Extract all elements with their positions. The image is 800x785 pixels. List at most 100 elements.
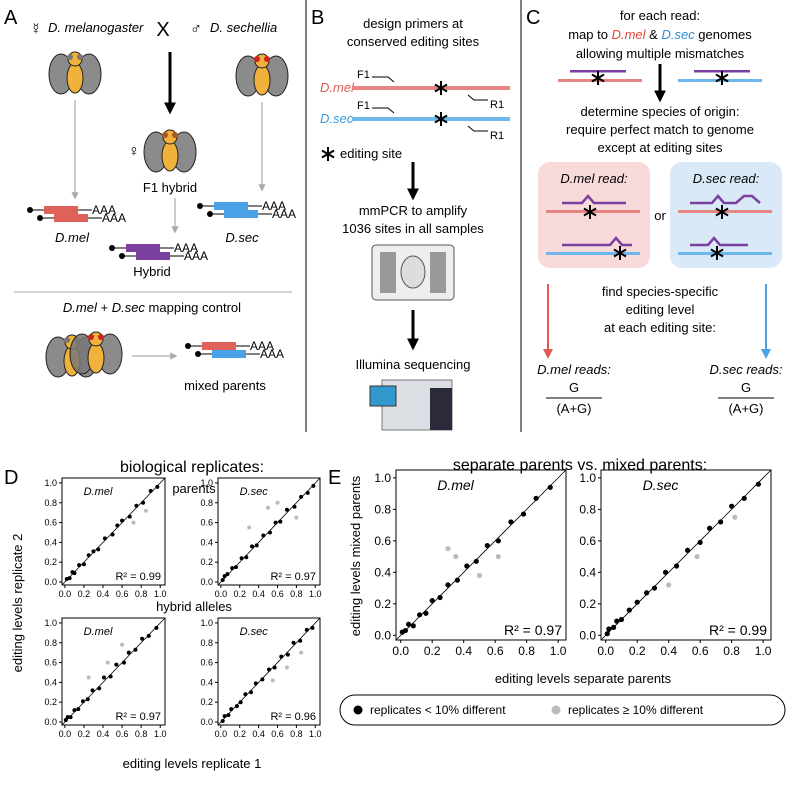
point	[464, 563, 470, 569]
x-tick-label: 0.6	[271, 729, 284, 739]
primer-arrow	[467, 125, 488, 132]
point	[76, 707, 81, 712]
point	[121, 660, 126, 665]
fly-eye	[162, 132, 168, 138]
point	[417, 612, 423, 618]
label: Hybrid	[133, 264, 171, 279]
y-tick-label: 0.2	[200, 557, 213, 567]
point	[253, 681, 258, 686]
point	[606, 626, 612, 632]
exon	[54, 214, 88, 222]
read	[562, 236, 632, 247]
y-tick-label: 0.8	[44, 498, 57, 508]
point	[155, 484, 160, 489]
plot-frame	[600, 469, 772, 641]
y-tick-label: 0.2	[200, 697, 213, 707]
annotation: R² = 0.97	[115, 711, 161, 723]
x-tick-label: 0.8	[518, 644, 535, 658]
point	[67, 576, 72, 581]
species-label: D. melanogaster	[48, 20, 144, 35]
y-tick-label: 1.0	[44, 478, 57, 488]
point	[120, 518, 125, 523]
panel-label: E	[328, 467, 341, 489]
point	[694, 553, 700, 560]
point	[718, 519, 724, 525]
chart-title: D.sec	[643, 477, 679, 493]
chip-part	[380, 252, 396, 293]
text: for each read:	[620, 8, 700, 23]
y-tick-label: 0.6	[200, 658, 213, 668]
chart-title: D.mel	[84, 626, 113, 638]
point	[278, 519, 283, 524]
point	[299, 650, 304, 655]
panel-label: B	[311, 7, 324, 29]
fly-eye	[67, 54, 73, 60]
point	[134, 503, 139, 508]
x-tick-label: 0.0	[215, 729, 228, 739]
poly-a: AAA	[92, 203, 116, 217]
panel-label: C	[526, 7, 540, 29]
label: D.mel	[320, 80, 355, 95]
point	[707, 525, 713, 531]
y-tick-label: 0.8	[200, 638, 213, 648]
sequence	[678, 79, 762, 82]
x-tick-label: 1.0	[755, 644, 772, 658]
point	[243, 692, 248, 697]
fly-eye	[254, 56, 260, 62]
sequence	[546, 252, 640, 255]
x-tick-label: 1.0	[550, 644, 567, 658]
x-tick-label: 1.0	[154, 589, 167, 599]
x-tick-label: 0.0	[215, 589, 228, 599]
point	[508, 519, 514, 525]
cross: X	[156, 19, 169, 41]
x-tick-label: 0.4	[455, 644, 472, 658]
point	[291, 640, 296, 645]
point	[310, 625, 315, 630]
point	[225, 572, 230, 577]
x-tick-label: 0.2	[424, 644, 441, 658]
point	[311, 483, 316, 488]
primer: R1	[490, 130, 504, 142]
x-tick-label: 0.8	[290, 729, 303, 739]
x-tick-label: 1.0	[309, 729, 322, 739]
subtitle: hybrid alleles	[156, 599, 232, 614]
point	[644, 590, 650, 596]
point	[68, 715, 73, 720]
point	[141, 500, 146, 505]
sequence	[352, 86, 510, 90]
point	[604, 631, 610, 637]
point	[154, 625, 159, 630]
y-tick-label: 0.8	[579, 502, 596, 516]
editing-site	[583, 207, 597, 217]
legend	[339, 694, 786, 726]
sequence	[678, 252, 772, 255]
editing-site	[613, 248, 627, 258]
x-axis-label: editing levels replicate 1	[123, 756, 262, 771]
fly-body	[161, 140, 179, 172]
point	[77, 563, 82, 568]
species-label: D. sechellia	[210, 20, 277, 35]
y-tick-label: 1.0	[200, 478, 213, 488]
chart-title: D.sec	[240, 486, 269, 498]
point	[101, 675, 106, 680]
text: find species-specific	[602, 284, 719, 299]
point	[275, 500, 280, 505]
point	[110, 532, 115, 537]
chip-part	[400, 255, 426, 289]
point	[86, 553, 91, 558]
point	[81, 562, 86, 567]
point	[697, 539, 703, 546]
annotation: R² = 0.97	[270, 571, 316, 583]
point	[684, 547, 691, 553]
point	[305, 490, 310, 495]
point	[495, 538, 501, 544]
label: D.sec	[225, 230, 259, 245]
point	[266, 505, 271, 510]
read	[690, 236, 748, 247]
primer-arrow	[372, 107, 395, 114]
point	[610, 624, 617, 631]
point	[423, 610, 429, 616]
fly-body	[66, 62, 84, 94]
plot-frame	[217, 617, 321, 726]
point	[495, 553, 501, 560]
